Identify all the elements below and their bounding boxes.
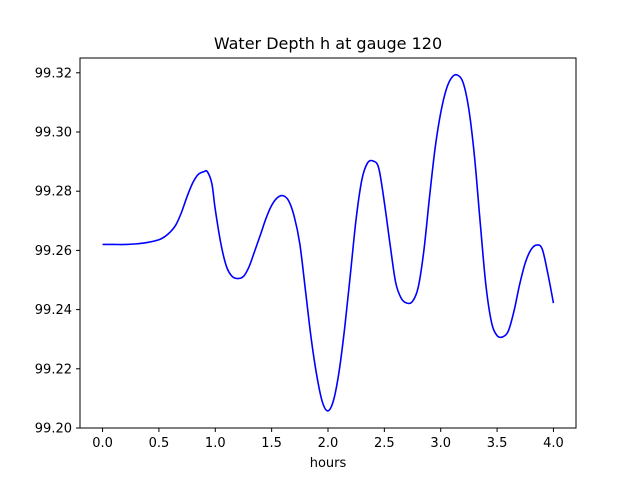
x-tick-label: 3.0	[430, 436, 451, 451]
y-tick-label: 99.24	[35, 303, 72, 318]
series-line	[102, 73, 555, 412]
y-tick-label: 99.22	[35, 362, 72, 377]
y-tick-label: 99.26	[35, 244, 72, 259]
x-tick-label: 1.0	[205, 436, 226, 451]
y-tick-label: 99.28	[35, 185, 72, 200]
y-tick-label: 99.32	[35, 66, 72, 81]
x-axis-label: hours	[310, 456, 347, 471]
x-tick-label: 2.0	[318, 436, 339, 451]
y-tick-label: 99.20	[35, 422, 72, 437]
x-tick-label: 0.0	[92, 436, 113, 451]
plot-frame	[79, 57, 577, 429]
y-tick-label: 99.30	[35, 126, 72, 141]
x-tick-label: 3.5	[487, 436, 508, 451]
x-tick-label: 4.0	[543, 436, 564, 451]
x-tick-label: 1.5	[261, 436, 282, 451]
x-tick-label: 2.5	[374, 436, 395, 451]
chart-title: Water Depth h at gauge 120	[214, 34, 442, 53]
axis-ticks: 0.0 0.5 1.0 1.5 2.0 2.5 3.0 3.5 4.0 99.20 99.22 99.…	[35, 66, 564, 451]
series-group	[102, 73, 555, 412]
x-tick-label: 0.5	[149, 436, 170, 451]
